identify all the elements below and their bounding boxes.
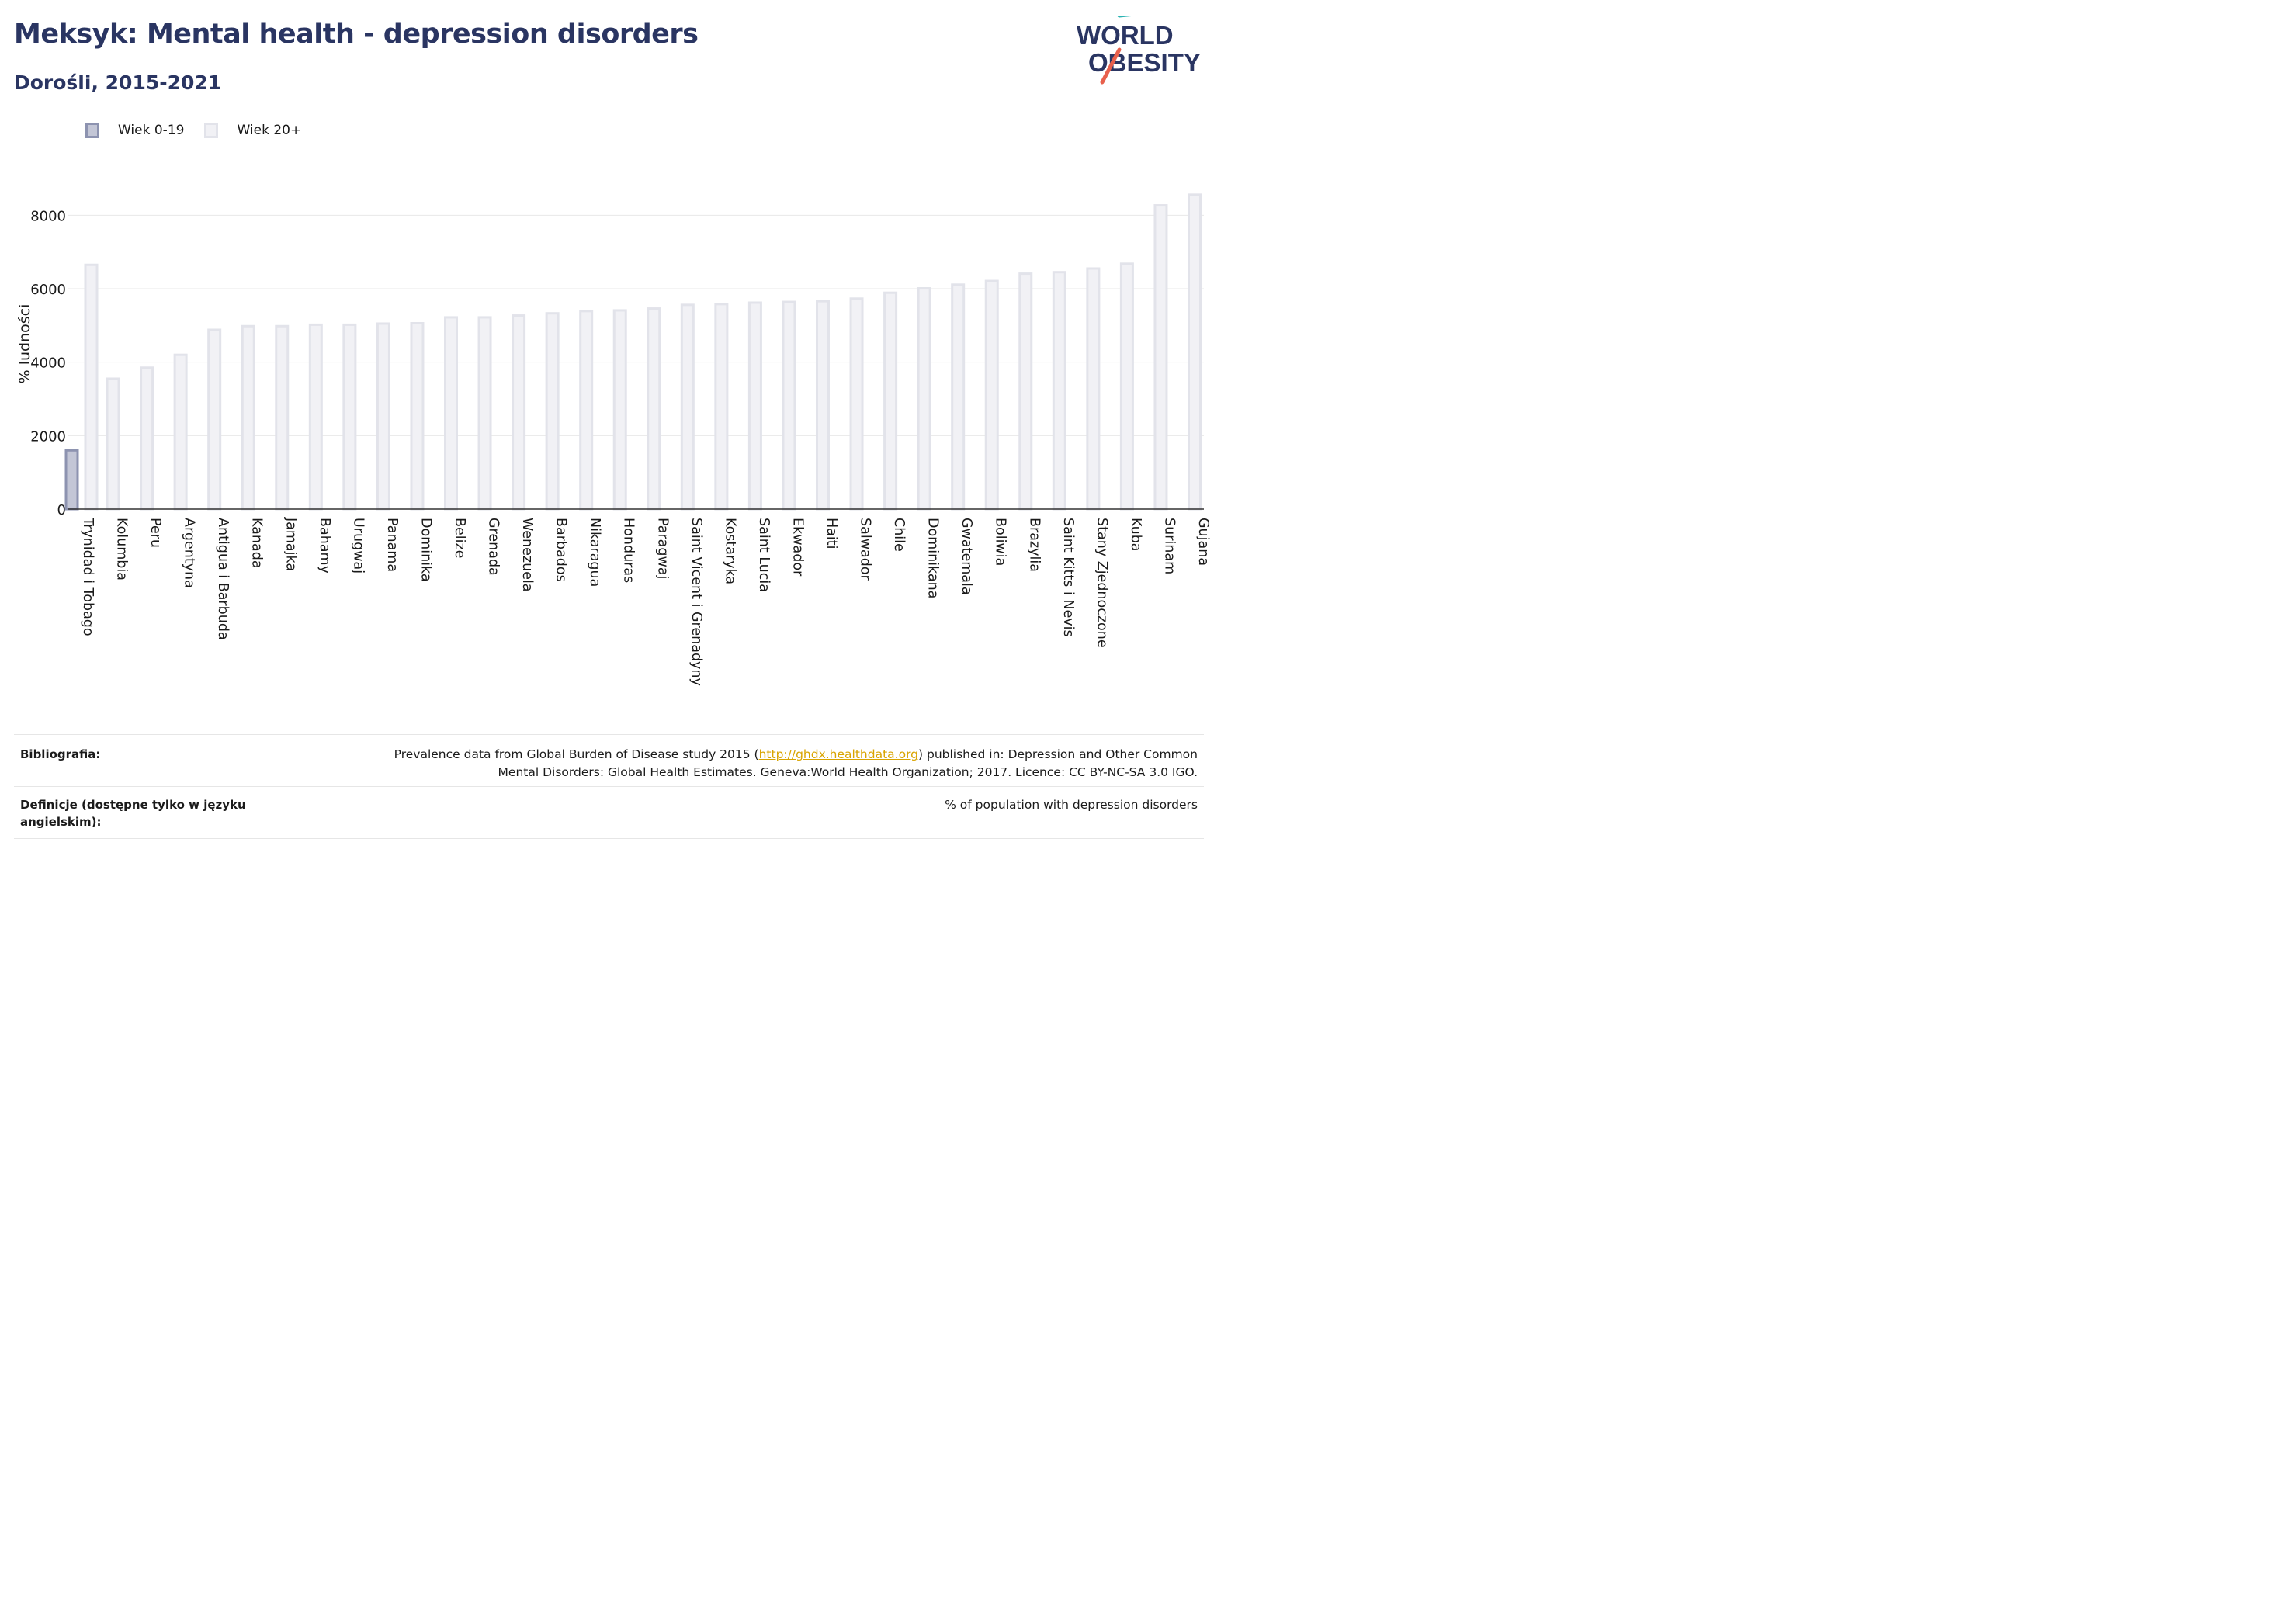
bar-wiek-20 <box>376 322 390 511</box>
bar-wiek-20 <box>308 323 323 511</box>
world-obesity-logo: WORLD OBESITY <box>1077 16 1201 85</box>
x-tick-label: Jamajka <box>283 517 298 571</box>
bar-wiek-20 <box>782 300 796 511</box>
x-tick-label: Kostaryka <box>722 518 737 584</box>
bar-chart: 0 2000 4000 6000 8000 % ludności Trynidad i To… <box>16 193 1211 686</box>
bar-wiek-0-19 <box>64 449 79 511</box>
bar-wiek-20 <box>207 328 222 511</box>
bar-wiek-20 <box>612 309 627 511</box>
x-tick-label: Barbados <box>553 518 569 582</box>
x-tick-label: Brazylia <box>1026 518 1042 572</box>
x-tick-label: Paragwaj <box>654 518 670 579</box>
x-tick-label: Panama <box>384 518 400 572</box>
y-tick-label: 0 <box>57 502 66 518</box>
y-tick-label: 4000 <box>30 355 66 372</box>
bar-wiek-20 <box>342 323 357 511</box>
x-tick-label: Surinam <box>1161 518 1177 574</box>
bar-wiek-20 <box>512 314 526 511</box>
bar-wiek-20 <box>849 297 864 511</box>
bar-wiek-20 <box>984 279 999 511</box>
definitions-label: Definicje (dostępne tylko w języku angie… <box>20 798 246 829</box>
page-subtitle: Dorośli, 2015-2021 <box>14 71 222 94</box>
bar-wiek-20 <box>714 303 729 511</box>
x-tick-label: Grenada <box>486 518 501 576</box>
x-tick-label: Stany Zjednoczone <box>1094 518 1109 648</box>
x-tick-label: Honduras <box>621 518 636 583</box>
x-tick-label: Antigua i Barbuda <box>215 518 231 640</box>
legend-label-wiek-20: Wiek 20+ <box>237 123 302 138</box>
bar-wiek-20 <box>579 310 594 511</box>
x-tick-label: Nikaragua <box>587 518 602 587</box>
bar-wiek-20 <box>275 324 290 511</box>
x-tick-label: Dominika <box>418 518 433 582</box>
x-tick-label: Chile <box>891 518 907 552</box>
x-tick-label: Saint Kitts i Nevis <box>1060 518 1076 637</box>
y-tick-label: 8000 <box>30 208 66 224</box>
x-tick-label: Gujana <box>1195 518 1211 566</box>
y-axis-label: % ludności <box>16 304 33 384</box>
x-tick-label: Urugwaj <box>350 518 366 574</box>
y-tick-label: 6000 <box>30 282 66 298</box>
legend-item-wiek-0-19[interactable]: Wiek 0-19 <box>85 123 184 138</box>
bar-wiek-20 <box>1086 267 1101 511</box>
bar-wiek-20 <box>1052 271 1066 511</box>
x-tick-label: Peru <box>147 518 163 548</box>
logo-line1: WORLD <box>1077 21 1174 50</box>
x-tick-label: Ekwador <box>789 518 805 577</box>
bar-wiek-20 <box>444 316 458 511</box>
bar-wiek-20 <box>106 377 120 511</box>
x-tick-label: Bahamy <box>317 518 332 574</box>
x-tick-label: Dominikana <box>925 518 941 598</box>
x-tick-label: Haiti <box>824 518 839 549</box>
x-tick-label: Argentyna <box>182 518 197 588</box>
x-tick-label: Salwador <box>858 518 873 581</box>
bar-wiek-20 <box>1153 204 1168 511</box>
logo-slash-red <box>1100 47 1122 85</box>
x-tick-label: Trynidad i Tobago <box>80 517 95 636</box>
bar-wiek-20 <box>477 316 492 511</box>
x-tick-label: Kanada <box>249 518 265 569</box>
bar-wiek-20 <box>1018 272 1033 511</box>
x-tick-label: Kuba <box>1128 518 1143 552</box>
x-tick-label: Kolumbia <box>114 518 130 581</box>
bibliography-line2: Mental Disorders: Global Health Estimate… <box>498 765 1198 779</box>
x-tick-label: Boliwia <box>993 518 1008 566</box>
bibliography-text: Prevalence data from Global Burden of Di… <box>328 746 1198 782</box>
legend-swatch-wiek-0-19 <box>85 123 99 138</box>
definitions-row: Definicje (dostępne tylko w języku angie… <box>14 786 1204 839</box>
y-tick-label: 2000 <box>30 428 66 445</box>
legend-swatch-wiek-20 <box>204 123 219 138</box>
legend-label-wiek-0-19: Wiek 0-19 <box>118 123 185 138</box>
bar-wiek-20 <box>647 307 661 511</box>
bar-wiek-20 <box>173 353 188 511</box>
bar-wiek-20 <box>1119 262 1134 511</box>
bar-wiek-20 <box>84 263 99 511</box>
bibliography-link[interactable]: http://ghdx.healthdata.org <box>758 747 919 761</box>
bar-wiek-20 <box>747 301 762 511</box>
bibliography-post: ) published in: Depression and Other Com… <box>918 747 1198 761</box>
legend-item-wiek-20[interactable]: Wiek 20+ <box>204 123 301 138</box>
bar-wiek-20 <box>917 287 931 511</box>
bibliography-row: Bibliografia: Prevalence data from Globa… <box>14 734 1204 787</box>
bar-wiek-20 <box>951 283 966 511</box>
bar-wiek-20 <box>883 291 898 511</box>
bibliography-pre: Prevalence data from Global Burden of Di… <box>394 747 759 761</box>
x-tick-label: Gwatemala <box>959 518 974 595</box>
bar-wiek-20 <box>1188 193 1202 511</box>
bar-wiek-20 <box>816 300 830 511</box>
bar-wiek-20 <box>410 321 425 511</box>
x-tick-label: Belize <box>452 518 467 558</box>
bar-wiek-20 <box>140 366 154 511</box>
x-tick-label: Saint Vicent i Grenadyny <box>688 518 704 686</box>
page-title: Meksyk: Mental health - depression disor… <box>14 19 699 50</box>
definitions-value: % of population with depression disorder… <box>945 798 1198 812</box>
x-tick-label: Wenezuela <box>519 518 535 592</box>
bar-wiek-20 <box>545 312 560 511</box>
x-tick-label: Saint Lucia <box>756 518 772 592</box>
chart-footer: Bibliografia: Prevalence data from Globa… <box>14 734 1204 839</box>
bar-wiek-20 <box>680 303 695 511</box>
chart-legend: Wiek 0-19 Wiek 20+ <box>85 123 321 138</box>
bar-wiek-20 <box>241 324 255 511</box>
bibliography-label: Bibliografia: <box>20 747 101 761</box>
